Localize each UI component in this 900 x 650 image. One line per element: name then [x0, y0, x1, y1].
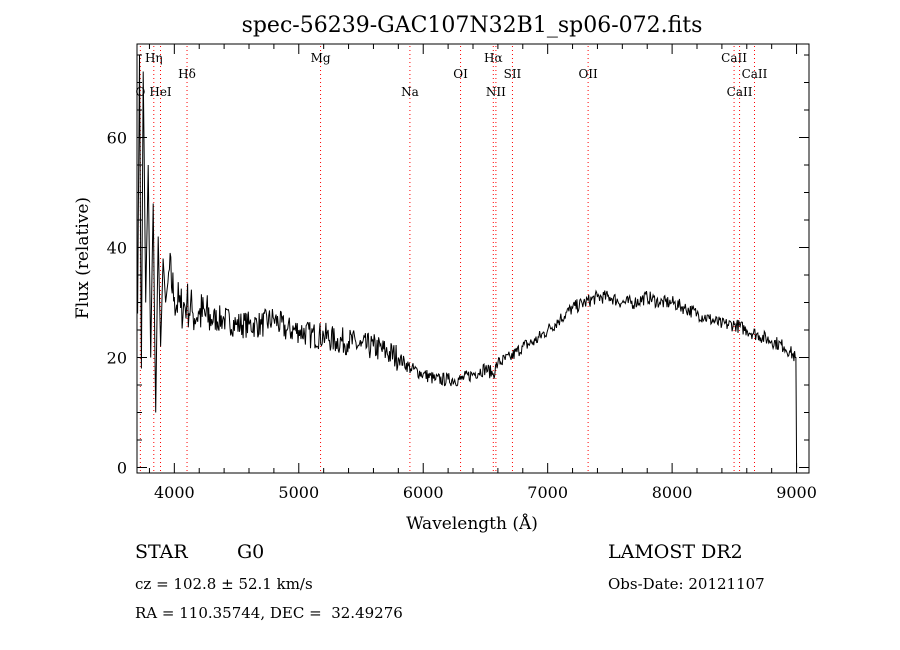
line-label: CaII	[721, 51, 747, 65]
x-tick-label: 6000	[403, 483, 444, 502]
plot-frame	[136, 43, 810, 474]
line-label: Hδ	[178, 67, 196, 81]
axes-ticks: 4000 5000 6000 7000 8000 9000 0 20 40 60	[107, 44, 817, 502]
line-label: CaII	[727, 85, 753, 99]
redshift-text: cz = 102.8 ± 52.1 km/s	[135, 575, 313, 593]
y-axis-label: Flux (relative)	[73, 197, 93, 319]
line-label: Hα	[484, 51, 503, 65]
y-tick-label: 20	[107, 349, 127, 368]
y-tick-label: 60	[107, 129, 127, 148]
x-axis-label: Wavelength (Å)	[406, 513, 538, 534]
x-tick-label: 8000	[652, 483, 693, 502]
line-label: CaII	[742, 67, 768, 81]
y-tick-label: 40	[107, 239, 127, 258]
line-label: NII	[486, 85, 506, 99]
x-tick-label: 4000	[154, 483, 195, 502]
survey-name: LAMOST DR2	[608, 541, 743, 563]
obs-date-text: Obs-Date: 20121107	[608, 575, 765, 593]
spectral-subclass: G0	[237, 541, 265, 563]
y-tick-label: 0	[117, 459, 127, 478]
line-label: OII	[578, 67, 598, 81]
line-label: O	[135, 85, 145, 99]
line-label: OI	[453, 67, 468, 81]
coordinates-text: RA = 110.35744, DEC = 32.49276	[135, 604, 403, 622]
spectrum-line	[137, 54, 798, 468]
chart-title: spec-56239-GAC107N32B1_sp06-072.fits	[242, 13, 703, 38]
x-tick-label: 5000	[278, 483, 319, 502]
line-label: Na	[401, 85, 419, 99]
object-type: STAR	[135, 541, 188, 563]
x-tick-label: 7000	[527, 483, 568, 502]
line-label: SII	[504, 67, 522, 81]
line-label: Hη	[145, 51, 163, 65]
emission-line-markers: O Hη HeI Hδ Mg Na OI Hα NII SII OII CaII CaII CaII	[135, 46, 768, 473]
line-label: Mg	[311, 51, 331, 65]
line-label: HeI	[149, 85, 172, 99]
x-tick-label: 9000	[776, 483, 817, 502]
